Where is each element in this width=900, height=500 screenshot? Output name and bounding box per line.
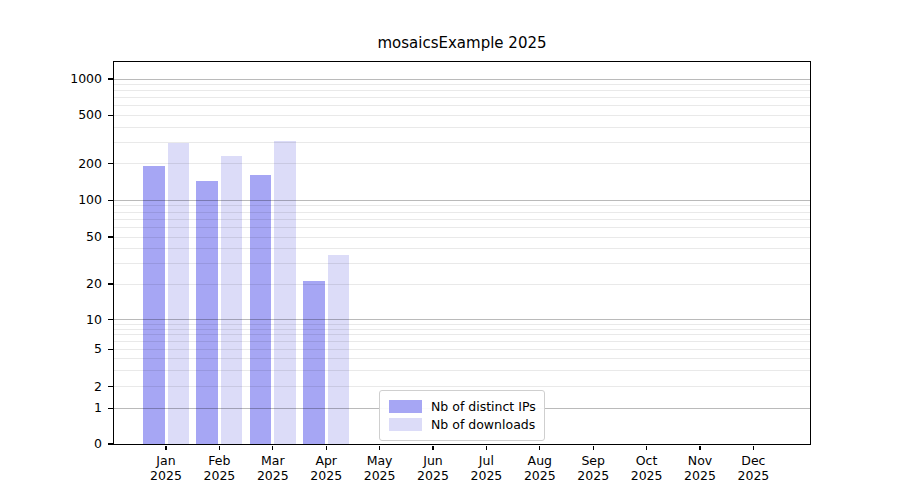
minor-gridline-60 xyxy=(114,227,810,228)
bar-distinct-ips-apr xyxy=(303,281,325,445)
month-label: Dec xyxy=(721,453,785,468)
minor-gridline-80 xyxy=(114,212,810,213)
minor-gridline-6 xyxy=(114,341,810,342)
bar-distinct-ips-feb xyxy=(196,181,218,445)
x-tick-label-dec: Dec2025 xyxy=(721,453,785,483)
y-tick-500 xyxy=(108,115,113,116)
x-tick-may xyxy=(379,446,380,450)
y-tick-20 xyxy=(108,283,113,284)
minor-gridline-30 xyxy=(114,263,810,264)
minor-gridline-600 xyxy=(114,105,810,106)
minor-gridline-2 xyxy=(114,386,810,387)
y-tick-200 xyxy=(108,163,113,164)
y-tick-label-5: 5 xyxy=(28,341,102,357)
legend-item-1: Nb of downloads xyxy=(389,416,535,433)
x-tick-jan xyxy=(165,446,166,450)
y-tick-label-500: 500 xyxy=(28,107,102,123)
minor-gridline-50 xyxy=(114,237,810,238)
legend-swatch-icon xyxy=(389,400,422,413)
minor-gridline-20 xyxy=(114,284,810,285)
minor-gridline-7 xyxy=(114,334,810,335)
chart-title: mosaicsExample 2025 xyxy=(113,34,811,52)
x-tick-dec xyxy=(753,446,754,450)
minor-gridline-400 xyxy=(114,127,810,128)
minor-gridline-500 xyxy=(114,115,810,116)
y-tick-1 xyxy=(108,408,113,409)
y-tick-label-1: 1 xyxy=(28,400,102,416)
minor-gridline-70 xyxy=(114,219,810,220)
legend-swatch-icon xyxy=(389,418,422,431)
major-gridline-100 xyxy=(114,200,810,201)
y-tick-label-1000: 1000 xyxy=(28,71,102,87)
minor-gridline-40 xyxy=(114,248,810,249)
x-tick-aug xyxy=(539,446,540,450)
x-tick-nov xyxy=(699,446,700,450)
y-tick-label-2: 2 xyxy=(28,379,102,395)
bar-distinct-ips-mar xyxy=(250,175,272,445)
legend: Nb of distinct IPs Nb of downloads xyxy=(379,390,545,441)
legend-label: Nb of distinct IPs xyxy=(431,399,536,414)
legend-label: Nb of downloads xyxy=(431,417,535,432)
minor-gridline-4 xyxy=(114,358,810,359)
minor-gridline-800 xyxy=(114,90,810,91)
y-tick-2 xyxy=(108,386,113,387)
year-label: 2025 xyxy=(721,468,785,483)
x-tick-feb xyxy=(219,446,220,450)
y-tick-10 xyxy=(108,319,113,320)
y-tick-label-0: 0 xyxy=(28,436,102,452)
minor-gridline-200 xyxy=(114,163,810,164)
x-tick-mar xyxy=(272,446,273,450)
minor-gridline-3 xyxy=(114,370,810,371)
x-tick-apr xyxy=(326,446,327,450)
minor-gridline-900 xyxy=(114,84,810,85)
minor-gridline-9 xyxy=(114,324,810,325)
y-tick-50 xyxy=(108,236,113,237)
x-tick-oct xyxy=(646,446,647,450)
bar-distinct-ips-jan xyxy=(143,166,165,445)
y-tick-label-200: 200 xyxy=(28,156,102,172)
minor-gridline-700 xyxy=(114,97,810,98)
minor-gridline-8 xyxy=(114,329,810,330)
y-tick-label-20: 20 xyxy=(28,276,102,292)
minor-gridline-300 xyxy=(114,142,810,143)
x-tick-jun xyxy=(432,446,433,450)
minor-gridline-90 xyxy=(114,205,810,206)
x-tick-sep xyxy=(593,446,594,450)
bar-downloads-jan xyxy=(168,143,190,445)
legend-item-0: Nb of distinct IPs xyxy=(389,398,535,415)
major-gridline-1000 xyxy=(114,79,810,80)
y-tick-label-100: 100 xyxy=(28,192,102,208)
chart: mosaicsExample 2025 0 1 2 5 10 20 50 100 200 500 1… xyxy=(0,0,900,500)
minor-gridline-5 xyxy=(114,349,810,350)
y-tick-100 xyxy=(108,200,113,201)
y-tick-label-50: 50 xyxy=(28,229,102,245)
bar-downloads-mar xyxy=(274,141,296,445)
x-tick-jul xyxy=(486,446,487,450)
y-tick-1000 xyxy=(108,78,113,79)
major-gridline-10 xyxy=(114,319,810,320)
y-tick-0 xyxy=(108,443,113,444)
y-tick-label-10: 10 xyxy=(28,312,102,328)
y-tick-5 xyxy=(108,349,113,350)
